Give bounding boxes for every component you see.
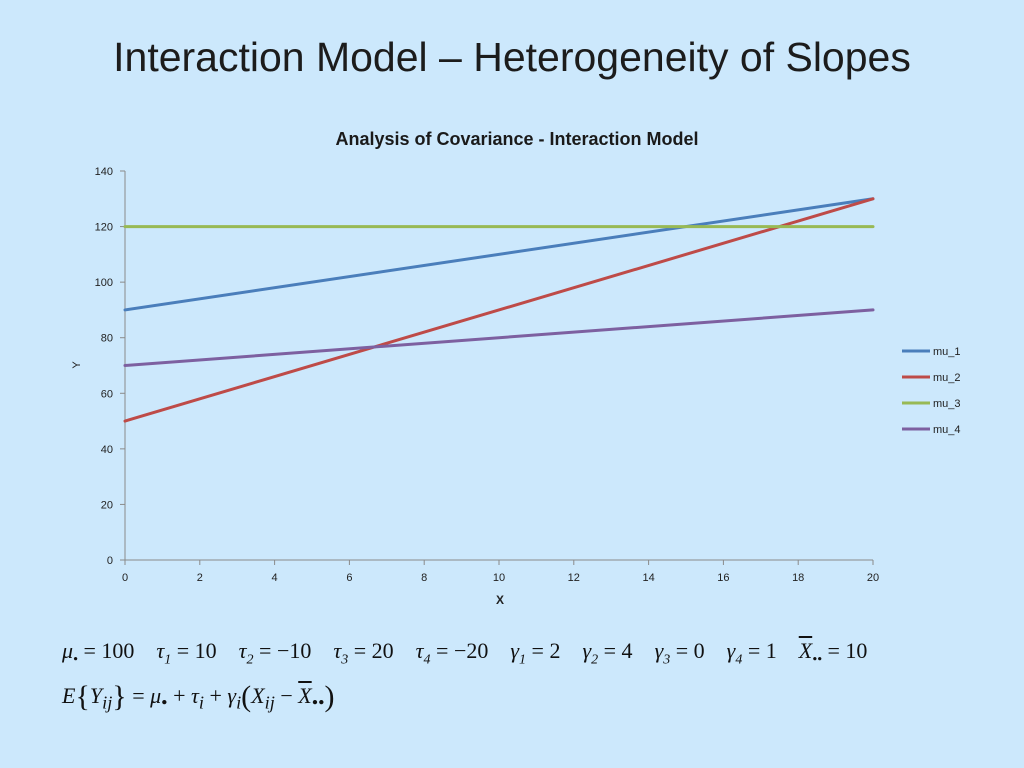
series-line-mu_2	[123, 197, 875, 423]
series-line-mu_1	[123, 197, 875, 312]
model-expectation: E{Yij} = μ• + τi + γi(Xij − X••)	[62, 680, 335, 713]
x-tick-label: 6	[346, 572, 352, 584]
y-tick-label: 20	[101, 499, 113, 511]
param-term: τ4 = −20	[415, 638, 489, 668]
x-tick-label: 20	[867, 572, 879, 584]
model-equation: E{Yij} = μ• + τi + γi(Xij − X••)	[62, 680, 1012, 714]
parameter-values: μ• = 100 τ1 = 10 τ2 = −10 τ3 = 20 τ4 = −20 γ1…	[62, 638, 1012, 668]
x-axis-label: X	[496, 593, 504, 607]
x-tick-label: 4	[272, 572, 278, 584]
param-term: γ3 = 0	[654, 638, 705, 668]
legend-label-mu_3: mu_3	[933, 398, 961, 410]
y-tick-label: 80	[101, 333, 113, 345]
y-axis-label: Y	[71, 361, 83, 369]
x-tick-label: 2	[197, 572, 203, 584]
y-tick-label: 120	[95, 222, 113, 234]
x-tick-label: 18	[792, 572, 804, 584]
param-term: τ3 = 20	[333, 638, 394, 668]
x-tick-label: 12	[568, 572, 580, 584]
param-term: τ2 = −10	[238, 638, 312, 668]
x-tick-label: 10	[493, 572, 505, 584]
y-tick-label: 100	[95, 277, 113, 289]
x-tick-label: 8	[421, 572, 427, 584]
line-chart: Analysis of Covariance - Interaction Mod…	[71, 129, 961, 607]
y-tick-label: 40	[101, 444, 113, 456]
param-term: τ1 = 10	[156, 638, 217, 668]
x-tick-label: 14	[642, 572, 654, 584]
chart-title: Analysis of Covariance - Interaction Mod…	[335, 129, 698, 149]
x-tick-label: 0	[122, 572, 128, 584]
y-tick-label: 140	[95, 166, 113, 178]
legend-label-mu_1: mu_1	[933, 346, 961, 358]
series-line-mu_4	[123, 308, 875, 367]
param-term: γ1 = 2	[510, 638, 561, 668]
param-term: γ4 = 1	[726, 638, 777, 668]
param-term: X•• = 10	[798, 638, 868, 668]
legend-label-mu_2: mu_2	[933, 372, 961, 384]
y-tick-label: 0	[107, 555, 113, 567]
y-tick-label: 60	[101, 388, 113, 400]
legend-label-mu_4: mu_4	[933, 424, 961, 436]
param-term: μ• = 100	[62, 638, 135, 668]
param-term: γ2 = 4	[582, 638, 633, 668]
slide-title: Interaction Model – Heterogeneity of Slo…	[113, 34, 911, 80]
x-tick-label: 16	[717, 572, 729, 584]
